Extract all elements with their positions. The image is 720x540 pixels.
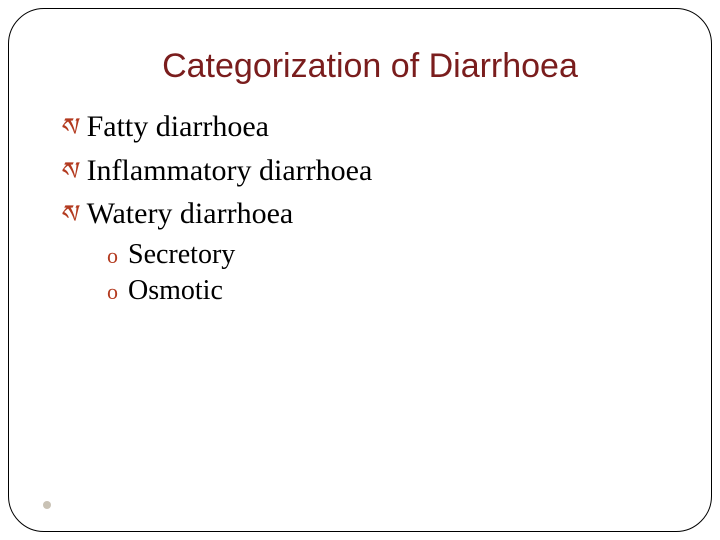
sub-bullet-icon: o — [107, 243, 118, 269]
list-item: ས Inflammatory diarrhoea — [59, 152, 667, 190]
bullet-text: Fatty diarrhoea — [87, 108, 269, 146]
slide-title: Categorization of Diarrhoea — [53, 47, 667, 86]
sub-bullet-text: Secretory — [128, 239, 235, 271]
sub-bullet-list: o Secretory o Osmotic — [53, 239, 667, 307]
list-item: ས Watery diarrhoea — [59, 195, 667, 233]
slide-frame: Categorization of Diarrhoea ས Fatty diar… — [8, 8, 712, 532]
sub-bullet-icon: o — [107, 279, 118, 305]
list-item: ས Fatty diarrhoea — [59, 108, 667, 146]
list-item: o Osmotic — [107, 275, 667, 307]
bullet-list: ས Fatty diarrhoea ས Inflammatory diarrho… — [53, 108, 667, 233]
list-item: o Secretory — [107, 239, 667, 271]
footer-dot-icon — [43, 501, 51, 509]
bullet-icon: ས — [59, 202, 77, 228]
bullet-text: Inflammatory diarrhoea — [87, 152, 373, 190]
bullet-icon: ས — [59, 115, 77, 141]
bullet-icon: ས — [59, 159, 77, 185]
sub-bullet-text: Osmotic — [128, 275, 223, 307]
bullet-text: Watery diarrhoea — [87, 195, 294, 233]
